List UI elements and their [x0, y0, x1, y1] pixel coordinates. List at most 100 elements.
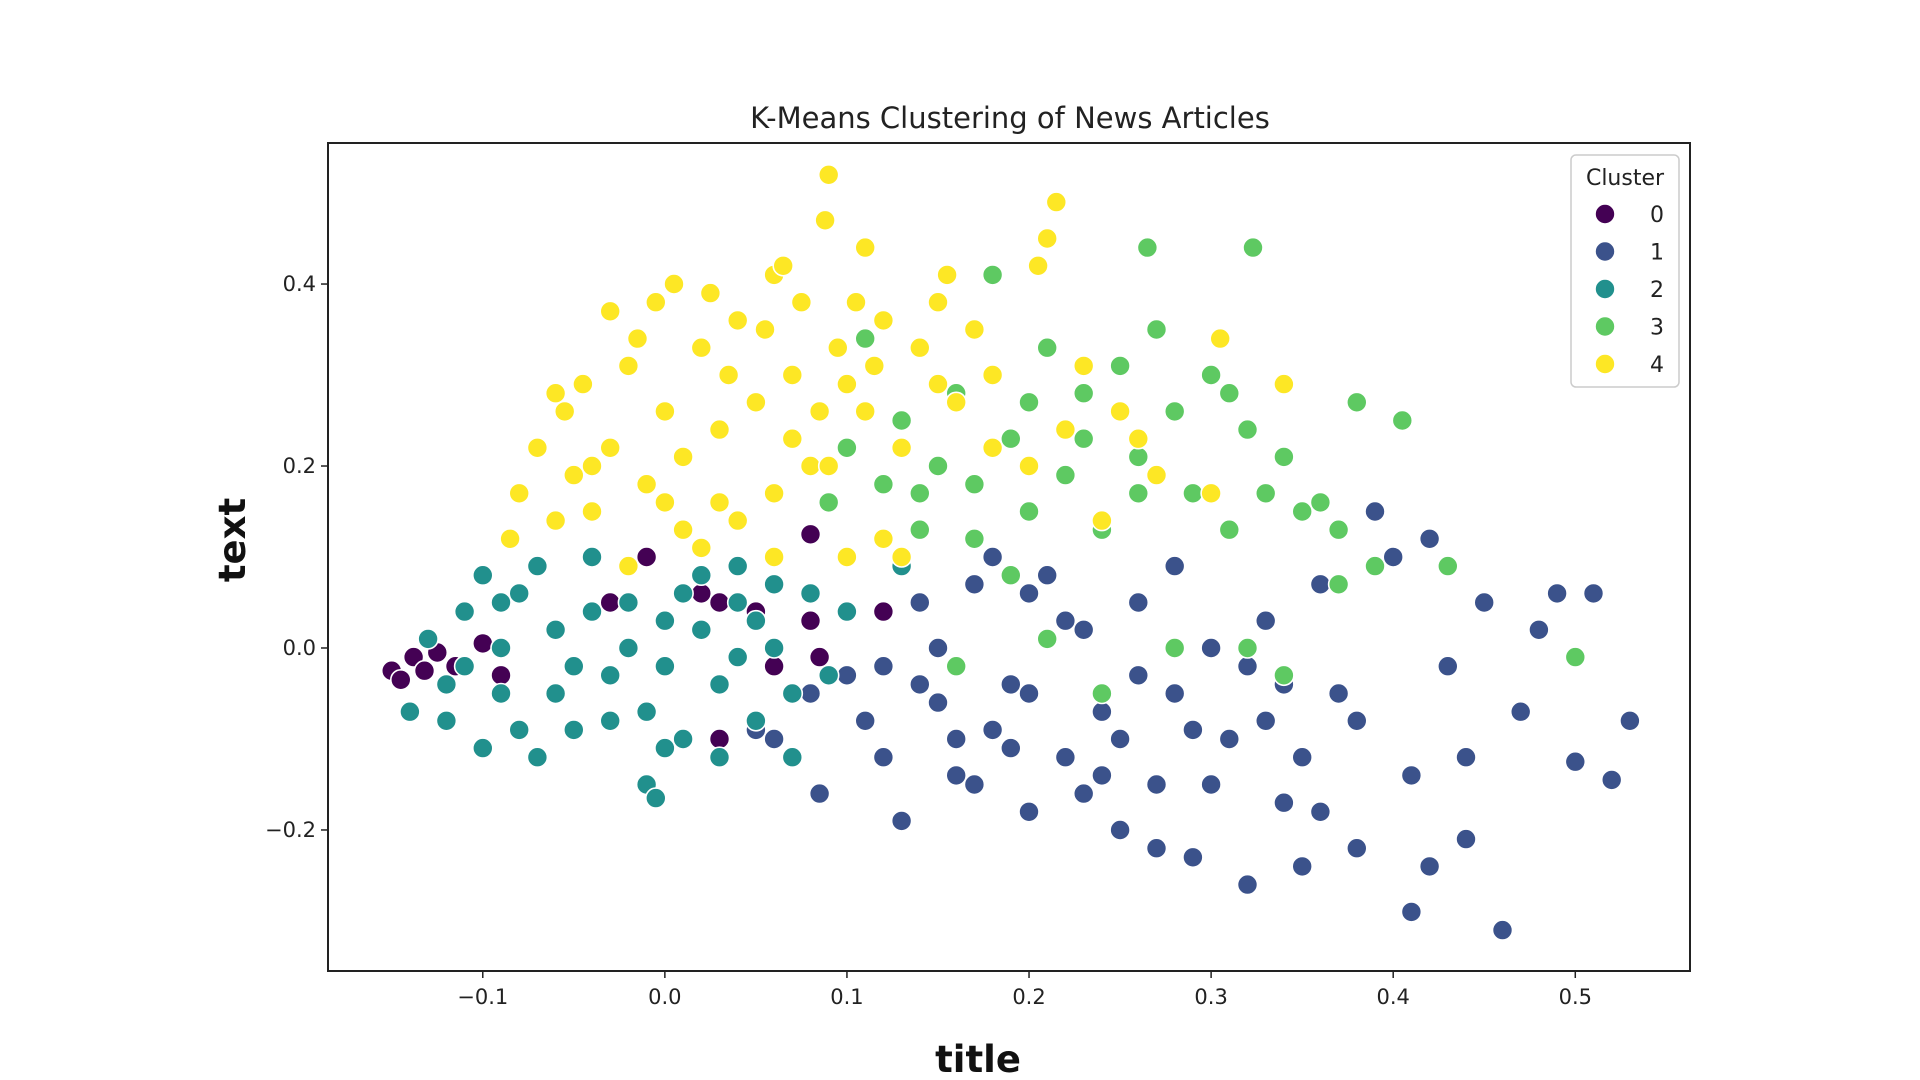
legend-marker-2: [1594, 278, 1616, 300]
data-point-cluster-2: [745, 609, 767, 632]
data-point-cluster-4: [981, 364, 1004, 386]
data-point-cluster-4: [599, 436, 622, 459]
legend-marker-3: [1594, 315, 1616, 338]
data-point-cluster-1: [1054, 609, 1077, 632]
data-point-cluster-0: [389, 668, 412, 691]
data-point-cluster-1: [1619, 709, 1641, 732]
data-point-cluster-3: [1054, 464, 1077, 486]
data-point-cluster-4: [936, 264, 958, 286]
data-point-cluster-4: [635, 473, 658, 496]
data-point-cluster-4: [781, 364, 804, 386]
legend-title: Cluster: [1586, 166, 1665, 191]
data-point-cluster-2: [508, 719, 531, 741]
data-point-cluster-3: [927, 455, 949, 477]
data-point-cluster-2: [654, 609, 676, 632]
data-point-cluster-4: [1145, 464, 1168, 486]
data-point-cluster-4: [672, 518, 694, 541]
data-point-cluster-3: [1145, 318, 1168, 341]
data-point-cluster-2: [690, 618, 713, 641]
legend-label-1: 1: [1650, 241, 1664, 266]
data-point-cluster-1: [1437, 655, 1459, 678]
data-point-cluster-2: [781, 682, 804, 705]
data-point-cluster-1: [1109, 819, 1131, 841]
data-point-cluster-0: [471, 632, 494, 655]
data-point-cluster-3: [1072, 382, 1095, 405]
data-point-cluster-2: [654, 655, 676, 678]
data-point-cluster-0: [799, 609, 822, 632]
data-point-cluster-4: [872, 309, 895, 332]
data-point-cluster-2: [726, 555, 749, 577]
data-point-cluster-4: [1109, 400, 1131, 423]
data-point-cluster-4: [690, 336, 713, 359]
data-point-cluster-3: [1091, 682, 1113, 705]
data-point-cluster-2: [490, 591, 512, 614]
data-point-cluster-4: [854, 236, 877, 259]
data-point-cluster-2: [763, 637, 785, 659]
data-point-cluster-4: [872, 527, 895, 550]
data-point-cluster-2: [817, 664, 840, 687]
y-tick-label: 0.0: [283, 636, 316, 660]
series-4: [499, 164, 1295, 577]
data-point-cluster-4: [817, 455, 840, 477]
data-point-cluster-1: [808, 782, 831, 805]
data-point-cluster-3: [1036, 336, 1058, 359]
data-point-cluster-4: [1054, 418, 1077, 441]
data-point-cluster-2: [435, 709, 458, 732]
legend-items: 0 1 2 3 4: [1594, 203, 1664, 378]
data-point-cluster-1: [1455, 746, 1477, 769]
data-point-cluster-2: [544, 682, 567, 705]
data-point-cluster-1: [1418, 527, 1441, 550]
x-tick-label: 0.1: [830, 985, 863, 1009]
data-point-cluster-4: [1072, 355, 1095, 377]
data-point-cluster-4: [1091, 509, 1113, 532]
data-point-cluster-0: [708, 591, 731, 614]
data-point-cluster-4: [1018, 455, 1040, 477]
data-point-cluster-1: [799, 682, 822, 705]
data-point-cluster-2: [399, 700, 421, 723]
x-tick-label: 0.3: [1194, 985, 1227, 1009]
data-point-cluster-3: [872, 473, 895, 496]
data-point-cluster-3: [1236, 418, 1259, 441]
data-point-cluster-0: [490, 664, 512, 687]
data-point-cluster-4: [790, 291, 813, 314]
data-point-cluster-3: [854, 327, 877, 350]
data-point-cluster-1: [999, 737, 1022, 759]
data-point-cluster-4: [708, 418, 731, 441]
data-point-cluster-4: [508, 482, 531, 505]
data-point-cluster-1: [1418, 855, 1441, 878]
data-point-cluster-3: [1273, 664, 1295, 687]
data-point-cluster-1: [854, 709, 877, 732]
data-point-cluster-1: [1582, 582, 1605, 605]
data-point-cluster-3: [963, 473, 986, 496]
data-point-cluster-4: [726, 309, 749, 332]
data-point-cluster-4: [890, 546, 913, 568]
x-tick-label: 0.5: [1559, 985, 1592, 1009]
data-point-cluster-3: [1163, 400, 1186, 423]
data-point-cluster-1: [1509, 700, 1532, 723]
data-point-cluster-1: [945, 728, 968, 750]
legend-label-2: 2: [1650, 278, 1664, 303]
data-point-cluster-3: [1437, 555, 1459, 577]
y-tick-label: 0.4: [283, 272, 316, 296]
data-point-cluster-1: [1163, 682, 1186, 705]
data-point-cluster-1: [1346, 837, 1368, 860]
data-point-cluster-3: [890, 409, 913, 432]
legend-marker-1: [1594, 240, 1616, 263]
data-point-cluster-1: [1254, 709, 1277, 732]
data-point-cluster-4: [826, 336, 849, 359]
data-point-cluster-1: [981, 719, 1004, 741]
data-point-cluster-3: [1242, 236, 1264, 259]
data-point-cluster-4: [663, 273, 685, 295]
data-point-cluster-4: [1027, 254, 1049, 277]
data-point-cluster-2: [672, 728, 694, 750]
data-point-cluster-1: [1018, 582, 1040, 605]
legend-item-3: 3: [1594, 315, 1664, 341]
data-point-cluster-2: [763, 573, 785, 596]
data-point-cluster-0: [635, 546, 658, 568]
data-point-cluster-1: [890, 810, 913, 832]
data-point-cluster-1: [1291, 746, 1313, 769]
data-point-cluster-2: [799, 582, 822, 605]
data-point-cluster-4: [581, 500, 603, 523]
data-point-cluster-1: [1127, 591, 1150, 614]
